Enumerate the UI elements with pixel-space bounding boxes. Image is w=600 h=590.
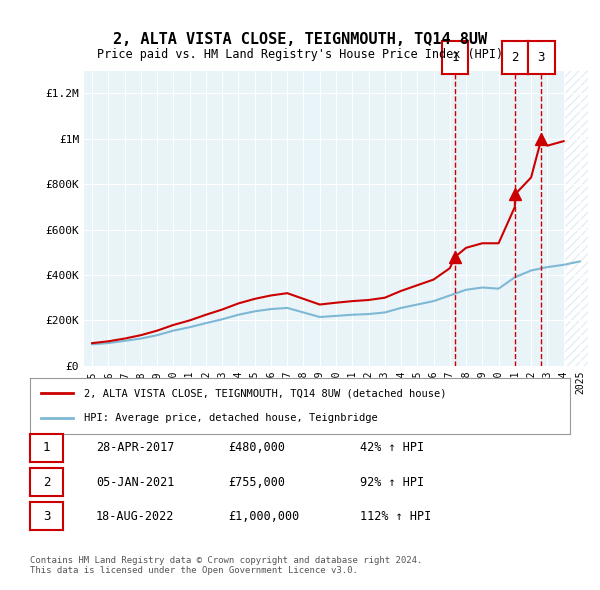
Text: 92% ↑ HPI: 92% ↑ HPI xyxy=(360,476,424,489)
Text: 42% ↑ HPI: 42% ↑ HPI xyxy=(360,441,424,454)
Text: Price paid vs. HM Land Registry's House Price Index (HPI): Price paid vs. HM Land Registry's House … xyxy=(97,48,503,61)
Text: 28-APR-2017: 28-APR-2017 xyxy=(96,441,175,454)
Text: 18-AUG-2022: 18-AUG-2022 xyxy=(96,510,175,523)
Text: £480,000: £480,000 xyxy=(228,441,285,454)
Bar xyxy=(563,71,588,366)
Text: HPI: Average price, detached house, Teignbridge: HPI: Average price, detached house, Teig… xyxy=(84,413,378,423)
Text: £1,000,000: £1,000,000 xyxy=(228,510,299,523)
Bar xyxy=(563,71,588,366)
Text: 112% ↑ HPI: 112% ↑ HPI xyxy=(360,510,431,523)
Text: Contains HM Land Registry data © Crown copyright and database right 2024.
This d: Contains HM Land Registry data © Crown c… xyxy=(30,556,422,575)
Text: 05-JAN-2021: 05-JAN-2021 xyxy=(96,476,175,489)
Text: 2: 2 xyxy=(511,51,519,64)
Text: 1: 1 xyxy=(451,51,459,64)
Text: 1: 1 xyxy=(43,441,50,454)
Text: 2, ALTA VISTA CLOSE, TEIGNMOUTH, TQ14 8UW: 2, ALTA VISTA CLOSE, TEIGNMOUTH, TQ14 8U… xyxy=(113,32,487,47)
Text: £755,000: £755,000 xyxy=(228,476,285,489)
Text: 2: 2 xyxy=(43,476,50,489)
Text: 2, ALTA VISTA CLOSE, TEIGNMOUTH, TQ14 8UW (detached house): 2, ALTA VISTA CLOSE, TEIGNMOUTH, TQ14 8U… xyxy=(84,388,446,398)
Text: 3: 3 xyxy=(43,510,50,523)
Text: 3: 3 xyxy=(538,51,545,64)
